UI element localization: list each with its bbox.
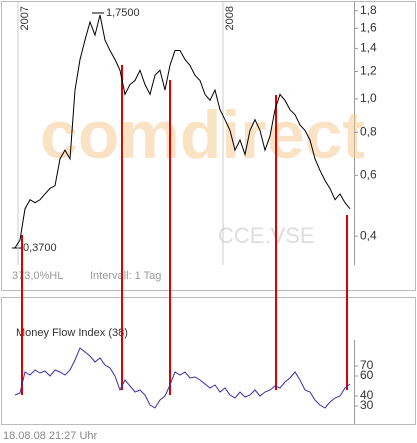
y-tick-label: 0,6 [360,168,377,182]
y-tick-label: 40 [360,388,374,402]
x-tick-label: 2007 [19,6,31,30]
signal-lines [21,65,348,395]
line-series [14,14,351,249]
mfi-panel [1,297,416,425]
x-tick-label: 2008 [224,6,236,30]
annotation: 1,7500 [106,7,140,19]
panel-title: Money Flow Index (38) [16,327,128,339]
line-series [14,347,351,409]
y-tick-label: 0,8 [360,124,377,138]
footer: 18.08.08 21:27 Uhr [3,430,98,442]
y-tick-label: 1,6 [360,21,377,35]
watermark: comdirect [40,97,365,173]
y-tick-label: 0,4 [360,228,377,242]
y-tick-label: 1,4 [360,41,377,55]
y-tick-label: 1,0 [360,91,377,105]
info: Intervall: 1 Tag [90,270,161,282]
y-tick-label: 1,8 [360,3,377,17]
y-tick-label: 60 [360,368,374,382]
y-tick-label: 30 [360,398,374,412]
symbol: CCE.VSE [218,223,315,248]
y-tick-label: 1,2 [360,64,377,78]
info: 373,0%HL [12,270,63,282]
price-panel [1,1,416,291]
y-tick-label: 70 [360,358,374,372]
annotation: 0,3700 [23,242,57,254]
